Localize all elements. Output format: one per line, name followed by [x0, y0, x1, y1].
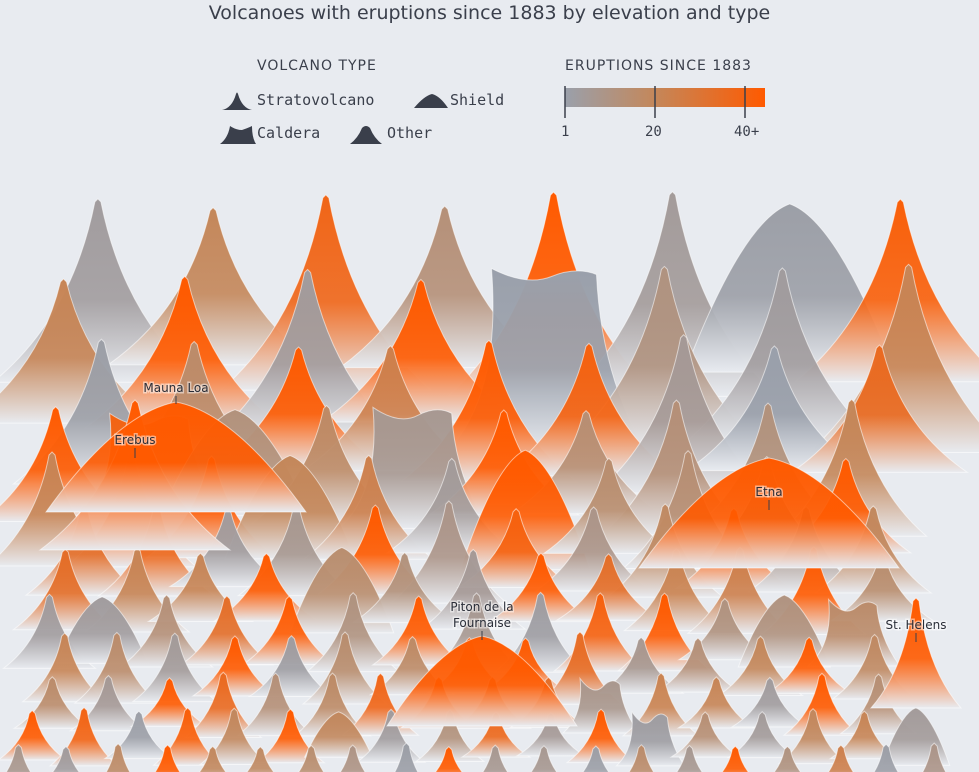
volcano-peak	[922, 742, 947, 772]
svg-text:Mauna Loa: Mauna Loa	[143, 381, 208, 395]
legend-type-other: Other	[387, 124, 433, 142]
volcano-peak	[73, 631, 161, 704]
volcano-peak	[154, 744, 181, 772]
volcano-peak	[615, 711, 686, 767]
volcano-peak	[55, 596, 149, 664]
volcano-peak	[561, 676, 640, 734]
volcano-label: Erebus	[113, 432, 157, 458]
volcano-peak	[198, 745, 227, 772]
tick-label-20: 20	[645, 124, 662, 140]
volcano-peak	[247, 635, 336, 697]
legend-type-strato: Stratovolcano	[257, 91, 375, 109]
volcano-peak	[339, 744, 366, 772]
svg-text:St. Helens: St. Helens	[886, 618, 947, 632]
svg-text:Fournaise: Fournaise	[453, 616, 511, 630]
volcano-peak	[179, 595, 275, 666]
legend-type-caldera: Caldera	[257, 124, 321, 142]
legend-eruptions-title: ERUPTIONS SINCE 1883	[565, 58, 752, 74]
chart-title: Volcanoes with eruptions since 1883 by e…	[208, 2, 771, 24]
volcano-peak	[669, 711, 741, 758]
volcano-peak	[873, 743, 899, 772]
legend-type-shield: Shield	[450, 91, 505, 109]
volcano-peak	[301, 631, 389, 705]
volcano-peak	[5, 743, 32, 772]
volcano-peak	[793, 198, 979, 383]
volcano-peak	[654, 637, 742, 693]
volcano-peak	[827, 744, 854, 772]
volcano-peak	[680, 267, 884, 446]
volcano-peak	[303, 711, 374, 758]
volcano-peak	[298, 744, 325, 772]
volcano-peak	[554, 553, 663, 621]
volcano-peak	[350, 551, 459, 624]
volcano-peak	[582, 745, 610, 772]
tick-label-40: 40+	[734, 124, 760, 140]
other-icon	[350, 126, 382, 144]
volcano-peak	[83, 275, 287, 429]
svg-text:Etna: Etna	[755, 485, 782, 499]
volcano-label: Etna	[754, 484, 784, 510]
volcano-peak	[542, 457, 676, 554]
stratovolcano-icon	[222, 92, 252, 110]
volcano-peak	[246, 746, 275, 772]
volcano-peak	[869, 597, 963, 709]
volcano-peak	[773, 745, 802, 772]
volcano-peak	[730, 676, 810, 728]
legend-type-title: VOLCANO TYPE	[257, 58, 377, 74]
eruptions-color-bar	[564, 86, 765, 118]
volcano-peak	[434, 745, 463, 772]
volcano-label: Piton de la Fournaise	[449, 599, 515, 640]
volcano-peak	[459, 449, 591, 571]
volcano-peak	[676, 744, 703, 772]
volcano-peak	[482, 744, 509, 772]
volcano-label: Mauna Loa	[142, 380, 210, 404]
volcano-peak	[565, 708, 637, 764]
volcano-label: St. Helens	[884, 617, 948, 642]
caldera-icon	[220, 126, 256, 144]
volcano-peak	[105, 743, 131, 772]
tick-label-1: 1	[561, 124, 570, 140]
volcano-peak	[241, 595, 337, 666]
volcano-peak	[782, 672, 862, 736]
volcano-peak	[638, 457, 900, 569]
volcano-peak	[394, 742, 419, 772]
volcano-peak	[530, 745, 558, 772]
svg-text:Piton de la: Piton de la	[450, 600, 513, 614]
shield-icon	[414, 94, 448, 108]
svg-text:Erebus: Erebus	[114, 433, 155, 447]
volcano-peak	[765, 636, 853, 694]
volcano-peak	[789, 344, 970, 473]
volcano-peak	[628, 744, 655, 772]
volcano-peak	[721, 745, 749, 772]
volcano-peak	[52, 745, 80, 772]
